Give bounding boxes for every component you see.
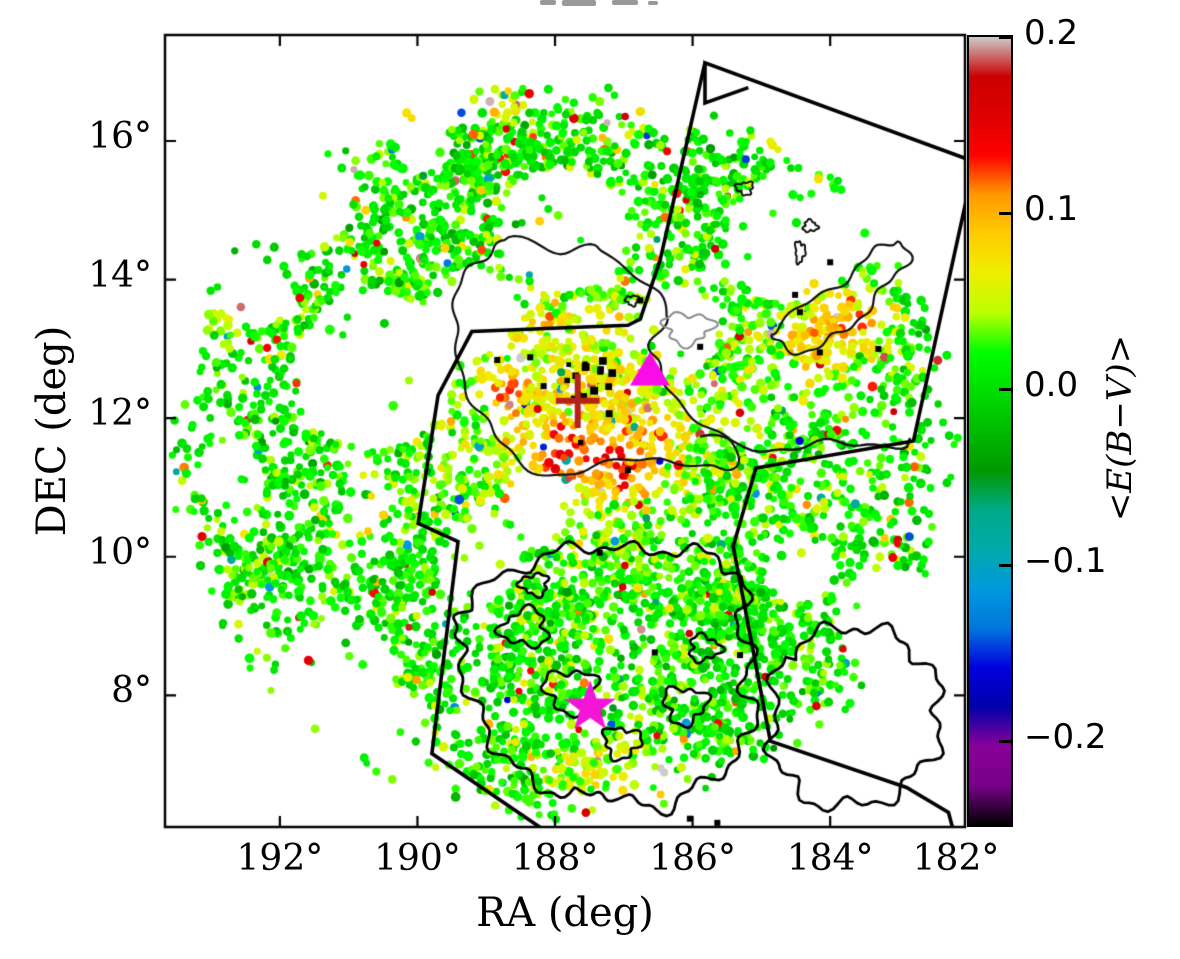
x-tick-label: 192° [236, 838, 324, 879]
x-tick-label: 184° [786, 838, 874, 879]
colorbar-gradient [969, 35, 1011, 825]
cropped-title-mark [612, 0, 638, 5]
colorbar-label: <E(B−V)> [1100, 334, 1140, 522]
x-axis-label: RA (deg) [476, 890, 654, 936]
colorbar-tick [999, 387, 1011, 391]
colorbar-tick-label: −0.2 [1024, 717, 1107, 757]
x-tick-label: 182° [912, 838, 1000, 879]
cropped-title-mark [648, 1, 658, 5]
colorbar-tick [999, 35, 1011, 39]
colorbar-tick-label: 0.1 [1024, 189, 1079, 229]
cropped-title-mark [562, 0, 596, 6]
cropped-title-mark [540, 0, 556, 5]
y-tick-label: 16° [88, 116, 152, 158]
colorbar-tick-label: 0.0 [1024, 365, 1079, 405]
y-tick-label: 12° [88, 393, 152, 435]
x-tick-label: 190° [374, 838, 461, 879]
colorbar-tick [999, 211, 1011, 215]
colorbar-tick-label: 0.2 [1024, 13, 1079, 53]
y-tick-label: 8° [111, 670, 152, 712]
colorbar-tick [999, 739, 1011, 743]
colorbar-tick [999, 563, 1011, 567]
y-tick-label: 10° [88, 531, 152, 573]
colorbar [967, 35, 1013, 827]
x-tick-label: 188° [511, 838, 599, 879]
colorbar-tick-label: −0.1 [1024, 541, 1107, 581]
x-tick-label: 186° [649, 838, 736, 879]
y-tick-label: 14° [88, 254, 152, 296]
